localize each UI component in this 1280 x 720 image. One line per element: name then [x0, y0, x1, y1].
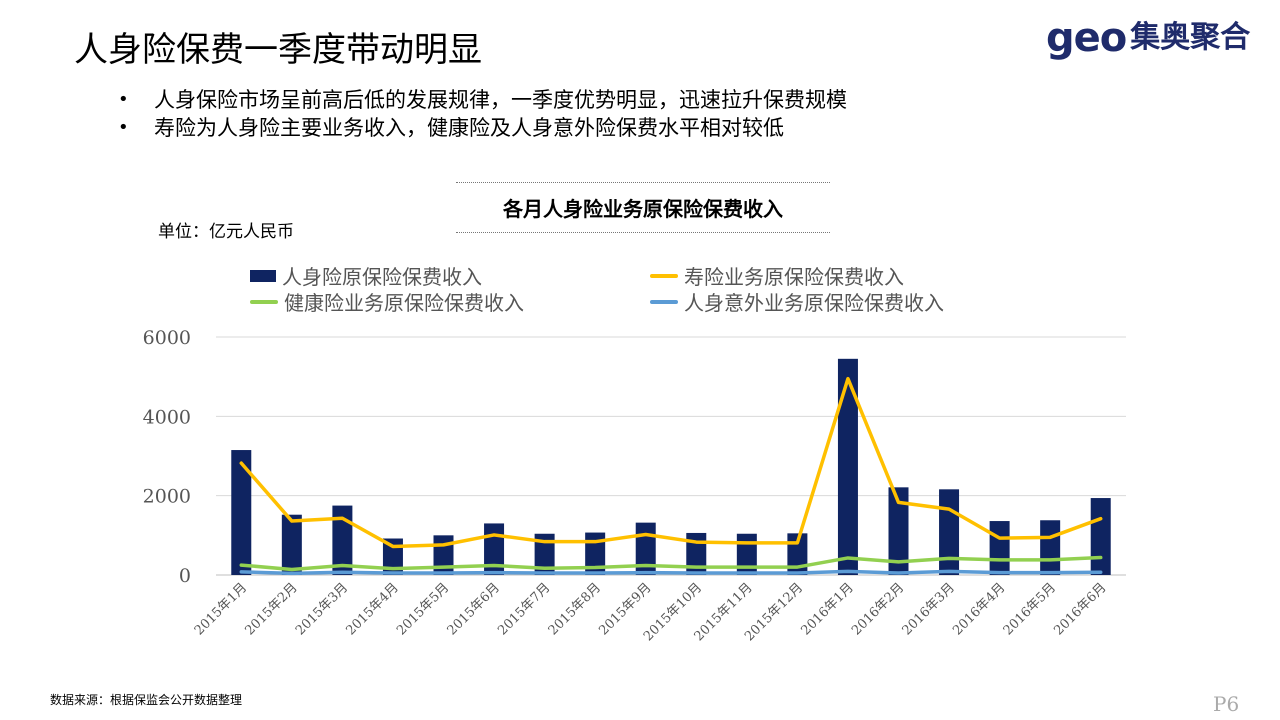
bullet-list: • 人身保险市场呈前高后低的发展规律，一季度优势明显，迅速拉升保费规模 • 寿险为人… [118, 86, 847, 142]
bullet-item: • 寿险为人身险主要业务收入，健康险及人身意外险保费水平相对较低 [118, 114, 847, 142]
legend-label: 健康险业务原保险保费收入 [284, 291, 524, 315]
legend-swatch [250, 269, 276, 282]
legend-item: 人身意外业务原保险保费收入 [650, 287, 944, 316]
x-tick-label: 2015年2月 [242, 580, 300, 638]
x-tick-label: 2015年6月 [445, 580, 503, 638]
bar [534, 533, 555, 575]
x-tick-label: 2016年5月 [1001, 580, 1059, 638]
legend-item: 寿险业务原保险保费收入 [650, 261, 904, 290]
legend-swatch [250, 299, 278, 304]
bullet-text: 寿险为人身险主要业务收入，健康险及人身意外险保费水平相对较低 [154, 116, 784, 140]
geo-logo-mark: geo [1046, 15, 1127, 61]
x-tick-label: 2015年7月 [495, 580, 553, 638]
x-tick-label: 2015年4月 [344, 580, 402, 638]
x-tick-label: 2016年3月 [900, 580, 958, 638]
x-tick-label: 2016年4月 [950, 580, 1008, 638]
y-tick-label: 4000 [143, 406, 191, 428]
x-tick-label: 2015年3月 [293, 580, 351, 638]
x-tick-label: 2016年1月 [799, 580, 857, 638]
bar [989, 521, 1010, 575]
y-tick-label: 0 [179, 565, 191, 587]
bar [888, 487, 909, 575]
legend-item: 人身险原保险保费收入 [250, 261, 482, 290]
bullet-item: • 人身保险市场呈前高后低的发展规律，一季度优势明显，迅速拉升保费规模 [118, 86, 847, 114]
logo-text: 集奥聚合 [1130, 20, 1251, 55]
bar [837, 358, 858, 575]
bar [1040, 520, 1061, 575]
bar [1090, 498, 1111, 575]
bar [281, 514, 302, 575]
bullet-dot-icon: • [118, 89, 129, 110]
bar [939, 489, 960, 575]
page-number: P6 [1213, 692, 1240, 716]
series-line [239, 555, 1103, 572]
bullet-text: 人身保险市场呈前高后低的发展规律，一季度优势明显，迅速拉升保费规模 [154, 88, 847, 112]
legend-swatch [650, 273, 678, 278]
bar [433, 535, 454, 575]
legend-label: 人身意外业务原保险保费收入 [684, 291, 944, 315]
legend-label: 人身险原保险保费收入 [282, 265, 482, 289]
x-tick-label: 2016年2月 [849, 580, 907, 638]
x-tick-label: 2016年6月 [1051, 580, 1109, 638]
y-tick-label: 2000 [143, 486, 191, 508]
series-line [239, 569, 1103, 576]
data-source-note: 数据来源：根据保监会公开数据整理 [50, 693, 243, 707]
unit-label: 单位：亿元人民币 [158, 222, 294, 242]
legend-label: 寿险业务原保险保费收入 [684, 265, 904, 289]
bar [231, 450, 252, 575]
y-tick-label: 6000 [143, 327, 191, 349]
bullet-dot-icon: • [118, 117, 129, 138]
x-tick-label: 2015年5月 [394, 580, 452, 638]
x-tick-label: 2015年8月 [546, 580, 604, 638]
brand-logo: geo 集奥聚合 [1046, 14, 1250, 62]
chart-title: 各月人身险业务原保险保费收入 [503, 197, 783, 221]
legend-item: 健康险业务原保险保费收入 [250, 287, 524, 316]
chart-title-box: 各月人身险业务原保险保费收入 [456, 182, 830, 233]
series-line [239, 376, 1103, 549]
page-title: 人身险保费一季度带动明显 [74, 30, 482, 70]
x-tick-label: 2015年1月 [192, 580, 250, 638]
legend-swatch [650, 299, 678, 304]
